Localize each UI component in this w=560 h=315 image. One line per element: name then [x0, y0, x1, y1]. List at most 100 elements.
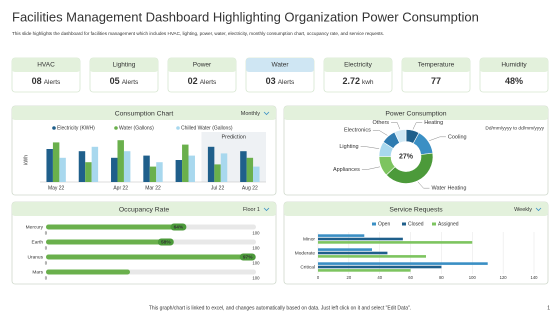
legend-label: Electricity (KWH): [57, 125, 95, 131]
bar: [318, 262, 488, 265]
bar: [78, 151, 86, 182]
panel-title: Consumption Chart: [115, 110, 174, 117]
bar: [156, 162, 163, 182]
kpi-header: [12, 58, 80, 72]
category-label: Earth: [32, 239, 44, 245]
kpi-value: 08 Alerts: [32, 76, 61, 86]
bar: [253, 166, 260, 182]
kpi-value: 05 Alerts: [110, 76, 139, 86]
slice-label: Lighting: [339, 144, 358, 150]
value-label: 64%: [174, 224, 184, 230]
legend-marker: [432, 222, 436, 226]
slice-label: Electronics: [344, 128, 371, 134]
dropdown[interactable]: Weekly: [514, 207, 532, 213]
slice-label: Appliances: [333, 167, 360, 173]
donut-slice: [394, 129, 407, 144]
bar: [318, 248, 372, 251]
bar: [46, 254, 250, 260]
kpi-label: Lighting: [113, 62, 136, 69]
kpi-header: [480, 58, 548, 72]
leader-line: [360, 146, 380, 149]
kpi-label: Power: [193, 62, 212, 69]
x-tick-label: 100: [252, 276, 260, 281]
legend-marker: [176, 126, 180, 130]
bar: [149, 166, 157, 182]
slice-label: Heating: [424, 120, 443, 126]
bar: [111, 157, 118, 182]
leader-line: [391, 122, 401, 130]
panel-title: Power Consumption: [385, 110, 446, 117]
kpi-number: 77: [431, 76, 441, 86]
x-tick-label: 100: [252, 246, 260, 251]
value-pill: [157, 238, 174, 246]
kpi-value: 03 Alerts: [266, 76, 295, 86]
bar: [240, 151, 247, 182]
bar: [91, 146, 99, 182]
kpi-unit: Alerts: [122, 79, 139, 86]
kpi-header: [246, 58, 314, 72]
x-tick-label: Aug 22: [242, 185, 258, 191]
x-tick-label: 80: [439, 275, 444, 280]
kpi-unit: Alerts: [278, 79, 295, 86]
x-tick-label: 100: [252, 261, 260, 266]
x-tick-label: 100: [252, 231, 260, 236]
bar: [46, 269, 130, 275]
legend-marker: [402, 222, 406, 226]
x-tick-label: May 22: [48, 185, 65, 191]
panel-title: Occupancy Rate: [119, 206, 169, 213]
panel-header: [12, 106, 276, 120]
bar: [318, 265, 442, 269]
donut-center: [392, 142, 420, 171]
bar: [123, 151, 131, 182]
bar: [85, 162, 92, 182]
dropdown-caret: [263, 111, 270, 116]
dropdown-caret: [263, 207, 270, 212]
y-axis-label: kWh: [23, 155, 29, 165]
kpi-value: 77: [431, 76, 441, 86]
leader-line: [361, 166, 381, 170]
x-tick-label: 40: [377, 275, 382, 280]
bar: [318, 269, 411, 272]
subtitle: This slide highlights the dashboard for …: [12, 31, 384, 36]
category-label: Uranus: [28, 254, 44, 260]
kpi-header: [168, 58, 236, 72]
bar: [188, 155, 195, 182]
bar: [182, 144, 189, 182]
page-number: 1: [547, 305, 550, 311]
bar: [143, 155, 150, 182]
x-tick-label: 140: [531, 275, 539, 280]
bar: [318, 234, 365, 237]
kpi-header: [90, 58, 158, 72]
category-label: Mars: [32, 269, 43, 275]
bar: [175, 160, 183, 182]
value-label: 58%: [161, 239, 171, 245]
legend-marker: [114, 126, 118, 130]
x-tick-label: Apr 22: [113, 185, 128, 191]
bar: [46, 224, 181, 230]
x-tick-label: 0: [45, 246, 48, 251]
x-tick-label: 0: [317, 275, 320, 280]
bar: [46, 239, 168, 245]
kpi-label: HVAC: [37, 62, 55, 69]
kpi-header: [402, 58, 470, 72]
legend-label: Water (Gallons): [119, 125, 154, 131]
kpi-number: 02: [188, 76, 198, 86]
category-label: Mercury: [26, 224, 44, 230]
x-tick-label: 0: [45, 231, 48, 236]
x-tick-label: 0: [45, 261, 48, 266]
dropdown[interactable]: Floor 1: [243, 207, 260, 213]
legend-label: Open: [378, 221, 390, 227]
x-tick-label: 20: [347, 275, 352, 280]
slice-label: Water Heating: [431, 186, 466, 192]
legend-label: Assigned: [438, 221, 459, 227]
bar: [318, 251, 388, 255]
center-label: 27%: [399, 153, 414, 160]
leader-line: [372, 129, 388, 136]
dropdown[interactable]: Monthly: [241, 111, 261, 117]
bar: [59, 157, 66, 182]
kpi-label: Water: [271, 62, 289, 69]
leader-line: [429, 136, 446, 141]
kpi-number: 08: [32, 76, 42, 86]
kpi-unit: Alerts: [44, 79, 61, 86]
